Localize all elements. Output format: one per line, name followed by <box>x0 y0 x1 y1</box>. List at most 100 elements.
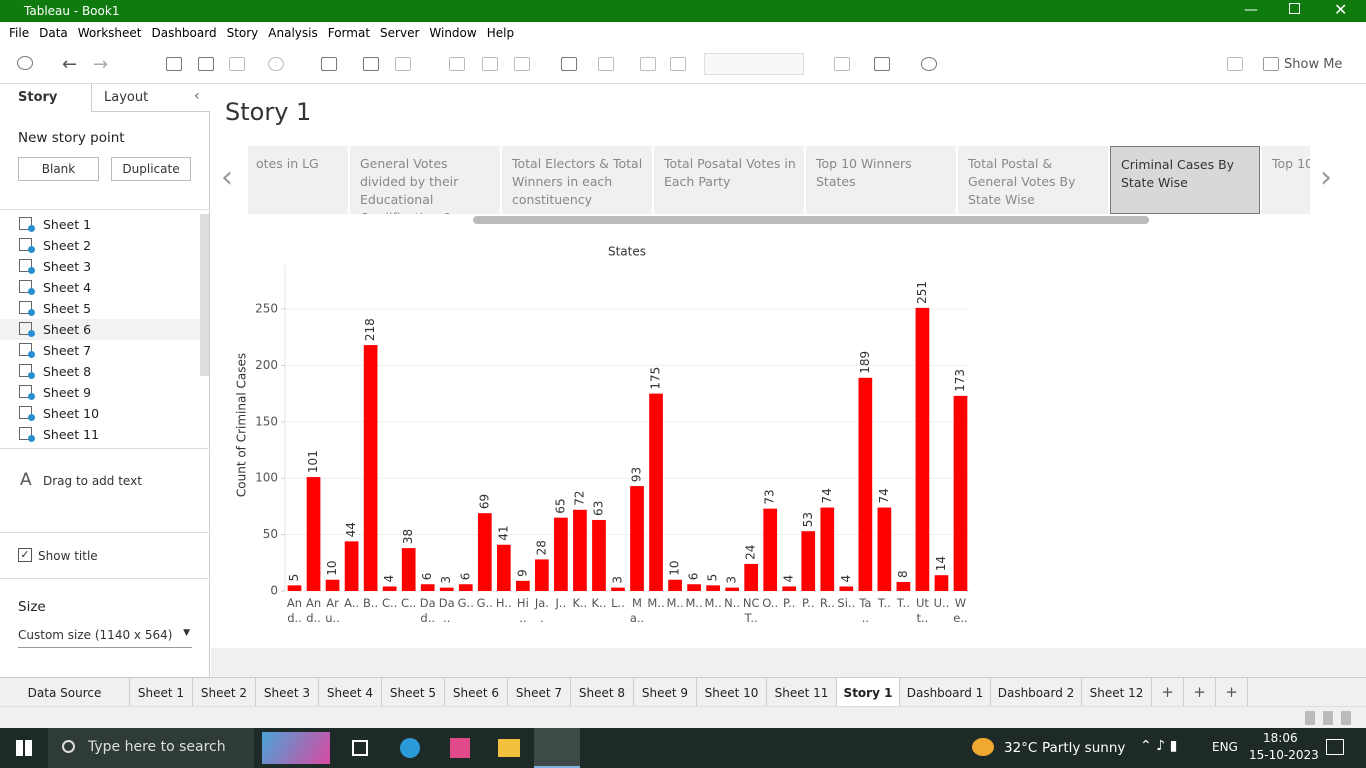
prev-point[interactable]: ‹ <box>221 160 233 195</box>
sheet-item[interactable]: Sheet 8 <box>0 361 200 382</box>
menu-item[interactable]: File <box>9 26 30 40</box>
menu-item[interactable]: Dashboard <box>151 26 217 40</box>
sheet-tab[interactable]: Dashboard 1 <box>900 678 991 707</box>
sheet-tab[interactable]: Sheet 11 <box>767 678 837 707</box>
sheet-tab[interactable]: Sheet 12 <box>1082 678 1152 707</box>
notifications[interactable] <box>1326 739 1344 755</box>
sheet-item[interactable]: Sheet 6 <box>0 319 200 340</box>
points-scrollbar[interactable] <box>473 216 1149 224</box>
story-point[interactable]: Criminal Cases By State Wise <box>1110 146 1260 214</box>
sort-asc[interactable] <box>482 57 498 71</box>
swap[interactable] <box>449 57 465 71</box>
close[interactable]: ✕ <box>1334 0 1348 19</box>
save[interactable] <box>166 57 182 71</box>
size-dropdown[interactable]: Custom size (1140 x 564) ▼ <box>18 628 192 648</box>
sheet-tab[interactable]: Sheet 4 <box>319 678 382 707</box>
new-tab-button[interactable]: + <box>1184 678 1216 707</box>
refresh[interactable] <box>268 57 284 71</box>
group[interactable] <box>598 57 614 71</box>
drag-text[interactable]: Drag to add text <box>43 474 142 488</box>
sheet-tab[interactable]: Sheet 10 <box>697 678 767 707</box>
story-point[interactable]: Top 10 Party V <box>1262 146 1310 214</box>
sheet-tab[interactable]: Sheet 6 <box>445 678 508 707</box>
presentation[interactable] <box>874 57 890 71</box>
edge[interactable] <box>400 738 420 758</box>
menu-item[interactable]: Format <box>327 26 371 40</box>
view-buttons[interactable] <box>1305 711 1359 725</box>
menu-item[interactable]: Data <box>39 26 68 40</box>
fit-dropdown[interactable] <box>704 53 804 75</box>
sheet-tab[interactable]: Sheet 8 <box>571 678 634 707</box>
tray-icons[interactable]: ⌃ ♪ ▮ <box>1140 738 1178 754</box>
sheet-tab[interactable]: Sheet 7 <box>508 678 571 707</box>
pane-tab[interactable]: Story <box>18 90 58 105</box>
highlight[interactable] <box>561 57 577 71</box>
menu-item[interactable]: Window <box>429 26 477 40</box>
new-tab-button[interactable]: + <box>1216 678 1248 707</box>
show-me-icon[interactable] <box>1263 57 1279 71</box>
story-point[interactable]: Total Electors & Total Winners in each c… <box>502 146 652 214</box>
search-box[interactable]: Type here to search <box>48 728 254 768</box>
format-painter[interactable] <box>1227 57 1243 71</box>
story-button[interactable]: Duplicate <box>111 157 191 181</box>
menu-item[interactable]: Help <box>486 26 515 40</box>
menu-item[interactable]: Worksheet <box>77 26 142 40</box>
sheet-item[interactable]: Sheet 4 <box>0 277 200 298</box>
story-point[interactable]: otes in LG <box>248 146 348 214</box>
new-worksheet[interactable] <box>321 57 337 71</box>
restore[interactable] <box>1289 3 1300 14</box>
widget-art[interactable] <box>262 732 330 764</box>
sort-desc[interactable] <box>514 57 530 71</box>
weather[interactable]: Partly sunny <box>1042 740 1126 756</box>
scrollbar[interactable] <box>200 214 209 376</box>
sheet-item[interactable]: Sheet 7 <box>0 340 200 361</box>
store[interactable] <box>450 738 470 758</box>
clear[interactable] <box>395 57 411 71</box>
story-point[interactable]: General Votes divided by their Education… <box>350 146 500 214</box>
sheet-item[interactable]: Sheet 3 <box>0 256 200 277</box>
cards[interactable] <box>834 57 850 71</box>
pause[interactable] <box>229 57 245 71</box>
tableau-icon[interactable] <box>17 56 33 70</box>
labels[interactable] <box>640 57 656 71</box>
show-title[interactable]: Show title <box>38 549 98 563</box>
next-point[interactable]: › <box>1320 160 1332 195</box>
checkbox[interactable]: ✓ <box>18 548 32 562</box>
menu-item[interactable]: Server <box>380 26 420 40</box>
sheet-tab[interactable]: Dashboard 2 <box>991 678 1082 707</box>
story-button[interactable]: Blank <box>18 157 99 181</box>
sheet-item[interactable]: Sheet 1 <box>0 214 200 235</box>
share[interactable] <box>921 57 937 71</box>
sheet-tab[interactable]: Sheet 2 <box>193 678 256 707</box>
duplicate[interactable] <box>363 57 379 71</box>
sheet-item[interactable]: Sheet 9 <box>0 382 200 403</box>
sheet-tab[interactable]: Sheet 1 <box>130 678 193 707</box>
new-data-source[interactable] <box>198 57 214 71</box>
story-point[interactable]: Total Posatal Votes in Each Party <box>654 146 804 214</box>
sheet-tab[interactable]: Sheet 5 <box>382 678 445 707</box>
sheet-tab[interactable]: Sheet 3 <box>256 678 319 707</box>
undo[interactable]: ← <box>62 54 78 75</box>
sheet-item[interactable]: Sheet 11 <box>0 424 200 445</box>
sheet-item[interactable]: Sheet 2 <box>0 235 200 256</box>
temperature[interactable]: 32°C <box>1004 740 1038 756</box>
sheet-tab[interactable]: Data Source <box>0 678 130 707</box>
date[interactable]: 15-10-2023 <box>1249 748 1319 762</box>
collapse[interactable]: ‹ <box>194 88 200 104</box>
explorer[interactable] <box>498 739 520 757</box>
pane-tab[interactable]: Layout <box>104 90 149 105</box>
redo[interactable]: → <box>93 54 109 75</box>
time[interactable]: 18:06 <box>1263 731 1298 745</box>
task-view[interactable] <box>352 740 368 756</box>
show-me[interactable]: Show Me <box>1284 57 1343 72</box>
story-point[interactable]: Total Postal & General Votes By State Wi… <box>958 146 1108 214</box>
sheet-tab[interactable]: Sheet 9 <box>634 678 697 707</box>
menu-item[interactable]: Analysis <box>268 26 318 40</box>
new-tab-button[interactable]: + <box>1152 678 1184 707</box>
start-button[interactable] <box>16 740 32 756</box>
sheet-item[interactable]: Sheet 5 <box>0 298 200 319</box>
menu-item[interactable]: Story <box>226 26 259 40</box>
story-point[interactable]: Top 10 Winners States <box>806 146 956 214</box>
fix-axes[interactable] <box>670 57 686 71</box>
tableau-app[interactable] <box>534 728 580 768</box>
